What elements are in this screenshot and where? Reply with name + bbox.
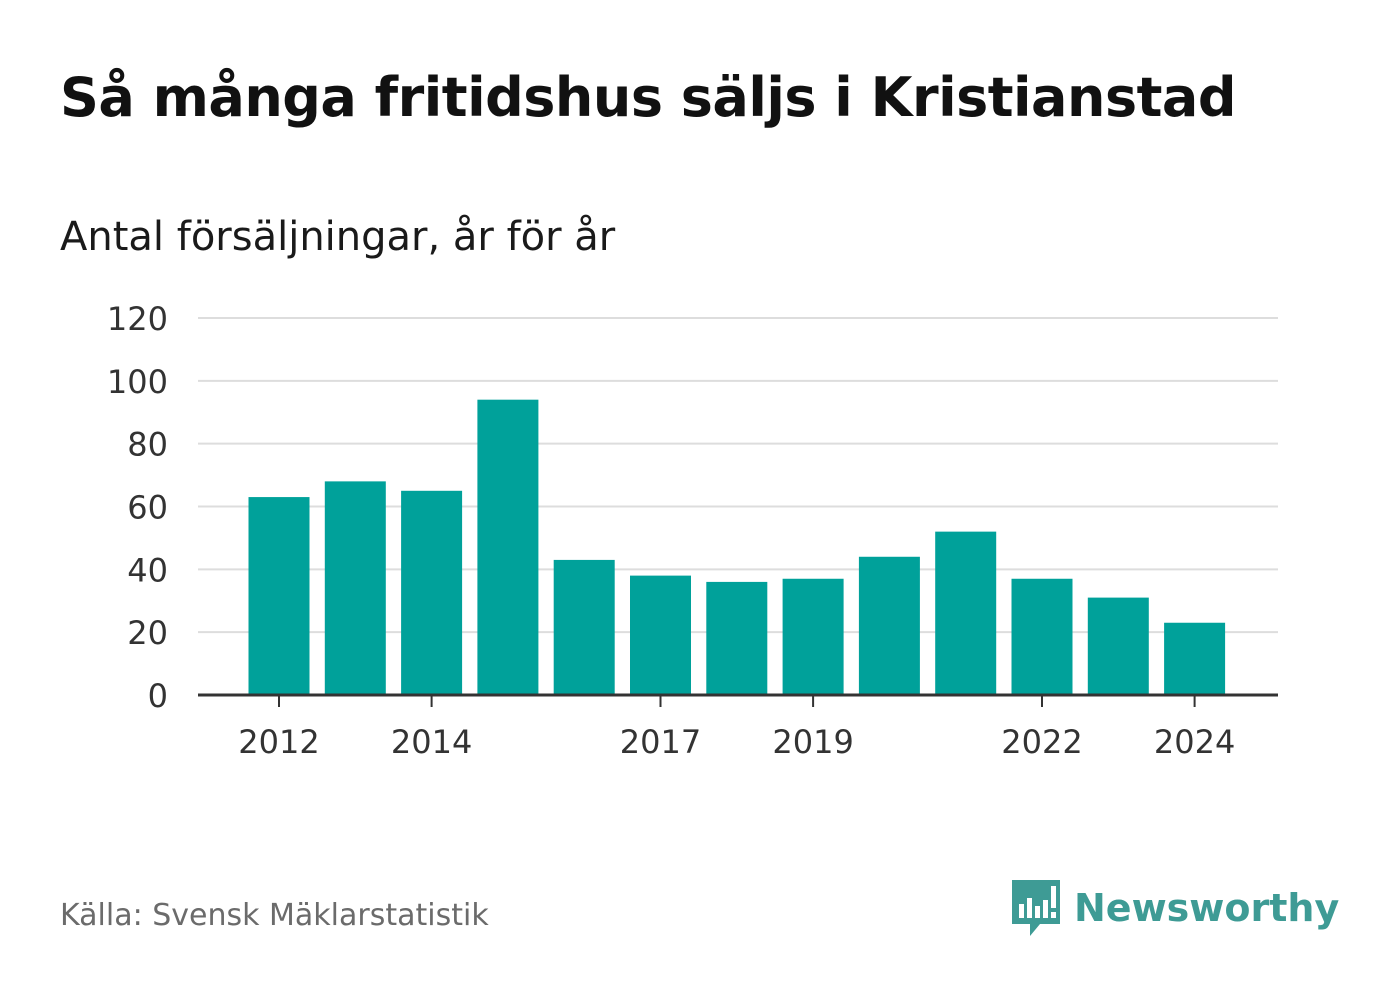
bar-2015: [477, 399, 539, 695]
x-tick-label: 2022: [1001, 723, 1082, 761]
bar-2022: [1011, 578, 1073, 695]
x-tick-label: 2019: [772, 723, 853, 761]
chart-title: Så många fritidshus säljs i Kristianstad: [60, 66, 1237, 129]
bar-2024: [1164, 622, 1226, 695]
chart-subtitle: Antal försäljningar, år för år: [60, 214, 616, 260]
y-tick-label: 40: [127, 551, 168, 589]
bar-2016: [553, 559, 615, 695]
brand-logo: Newsworthy: [1010, 878, 1339, 938]
newsworthy-logo-icon: [1012, 880, 1060, 936]
bar-2021: [935, 531, 997, 695]
y-tick-label: 20: [127, 614, 168, 652]
bar-2013: [324, 481, 386, 695]
bar-2012: [248, 497, 310, 695]
bar-chart: 0 20 40 60 80 100 120 2012 2014 2017 2019 2022 2024: [107, 300, 1278, 761]
bar-2020: [858, 556, 920, 695]
brand-name: Newsworthy: [1074, 886, 1340, 930]
bar-2018: [706, 581, 768, 695]
x-tick-label: 2014: [391, 723, 472, 761]
bar-2017: [630, 575, 691, 695]
y-tick-label: 0: [148, 677, 168, 715]
y-tick-label: 120: [107, 300, 168, 338]
bar-2023: [1087, 597, 1149, 695]
x-tick-label: 2024: [1154, 723, 1235, 761]
bar-2014: [401, 490, 463, 695]
bar-2019: [782, 578, 844, 695]
y-tick-label: 80: [127, 426, 168, 464]
y-tick-label: 60: [127, 489, 168, 527]
y-tick-label: 100: [107, 363, 168, 401]
x-tick-label: 2017: [620, 723, 701, 761]
x-tick-label: 2012: [238, 723, 319, 761]
source-note: Källa: Svensk Mäklarstatistik: [60, 898, 489, 933]
